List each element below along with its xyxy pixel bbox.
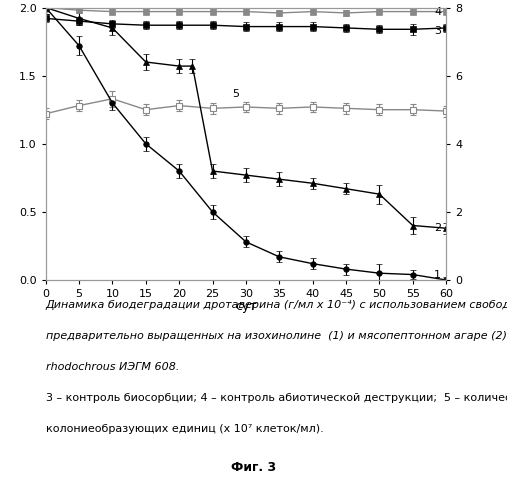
Text: колониеобразующих единиц (х 10⁷ клеток/мл).: колониеобразующих единиц (х 10⁷ клеток/м… — [46, 424, 323, 434]
Text: 3 – контроль биосорбции; 4 – контроль абиотической деструкции;  5 – количество: 3 – контроль биосорбции; 4 – контроль аб… — [46, 393, 507, 403]
Text: 5: 5 — [233, 89, 239, 99]
Text: 3: 3 — [434, 26, 441, 36]
X-axis label: сут: сут — [235, 300, 257, 314]
Text: Динамика биодеградации дротаверина (г/мл х 10⁻⁴) с использованием свободных,: Динамика биодеградации дротаверина (г/мл… — [46, 300, 507, 310]
Text: rhodochrous ИЭГМ 608.: rhodochrous ИЭГМ 608. — [46, 362, 179, 372]
Text: предварительно выращенных на изохинолине  (1) и мясопептонном агаре (2) клеток R: предварительно выращенных на изохинолине… — [46, 331, 507, 341]
Text: 1: 1 — [434, 270, 441, 280]
Text: Фиг. 3: Фиг. 3 — [231, 461, 276, 474]
Text: 4: 4 — [434, 6, 441, 16]
Text: 2: 2 — [434, 223, 441, 233]
